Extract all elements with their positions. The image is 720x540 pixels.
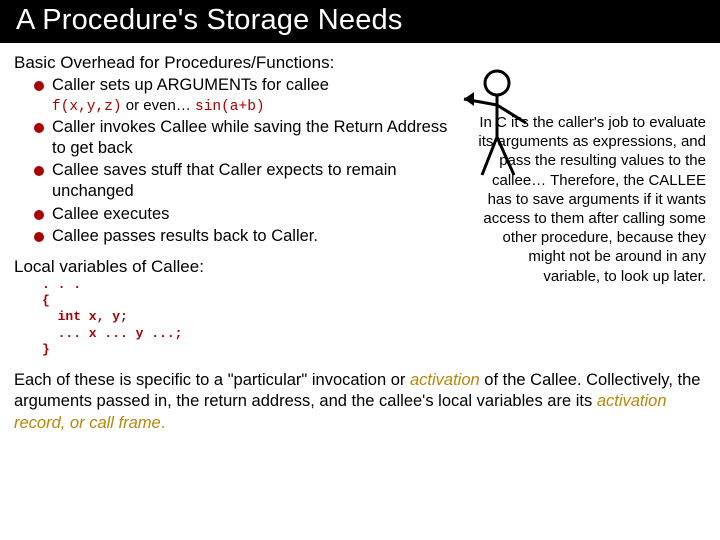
callee-kw-2: Callee	[52, 161, 99, 179]
bullet-3: Callee saves stuff that Caller expects t…	[34, 160, 454, 202]
local-vars-code: . . . { int x, y; ... x ... y ...; }	[42, 277, 454, 358]
code-sin: sin(a+b)	[195, 99, 265, 115]
caller-kw-2: Caller	[52, 118, 95, 136]
section-subhead: Basic Overhead for Procedures/Functions:	[14, 53, 454, 73]
caller-kw-4: Caller	[271, 227, 313, 245]
bullet-2: Caller invokes Callee while saving the R…	[34, 117, 454, 159]
bullet-1: Caller sets up ARGUMENTs for callee	[34, 75, 454, 96]
caller-kw-3: Caller	[219, 161, 262, 179]
sum-1: Each of these is specific to a "particul…	[14, 371, 410, 389]
overhead-bullet-list-2: Caller invokes Callee while saving the R…	[34, 117, 454, 247]
bullet-1-text: sets up ARGUMENTs for callee	[95, 76, 329, 94]
local-vars-heading: Local variables of Callee:	[14, 257, 454, 277]
bullet-4: Callee executes	[34, 204, 454, 225]
code-fxyz: f(x,y,z)	[52, 99, 122, 115]
b2-b: invokes	[95, 118, 160, 136]
bullet-1-subline: f(x,y,z) or even… sin(a+b)	[52, 97, 454, 115]
b5-d: .	[313, 227, 318, 245]
overhead-bullet-list: Caller sets up ARGUMENTs for callee	[34, 75, 454, 96]
bullet-5: Callee passes results back to Caller.	[34, 226, 454, 247]
callee-kw-3: Callee	[52, 205, 99, 223]
sum-5: .	[161, 414, 166, 432]
b2-d: while saving the	[207, 118, 334, 136]
summary-paragraph: Each of these is specific to a "particul…	[14, 370, 706, 434]
callee-kw-4: Callee	[52, 227, 99, 245]
b5-b: passes results back to	[99, 227, 271, 245]
caller-kw: Caller	[52, 76, 95, 94]
explanatory-note: In C it's the caller's job to evaluate i…	[474, 113, 706, 286]
callee-kw: Callee	[160, 118, 207, 136]
return-address-kw: Return Address	[334, 118, 448, 136]
or-even: or even…	[122, 97, 195, 114]
slide-content: Basic Overhead for Procedures/Functions:…	[0, 43, 720, 358]
activation-kw: activation	[410, 371, 480, 389]
b4-b: executes	[99, 205, 170, 223]
left-column: Basic Overhead for Procedures/Functions:…	[14, 53, 454, 358]
b2-f: to get back	[52, 139, 133, 157]
slide-title: A Procedure's Storage Needs	[0, 0, 720, 43]
b3-b: saves stuff that	[99, 161, 219, 179]
